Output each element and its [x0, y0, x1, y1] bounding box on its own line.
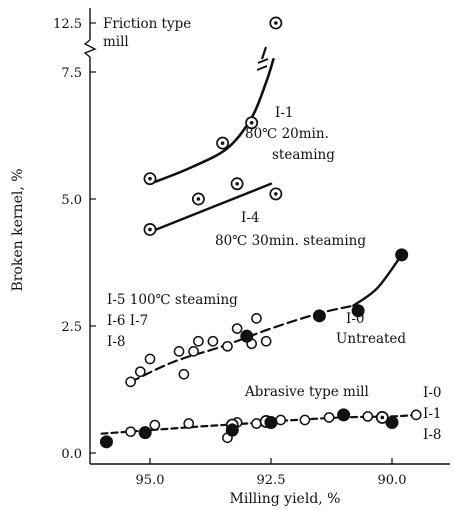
series-0-point-2-center [249, 121, 254, 125]
i0-label: I-0 [346, 311, 364, 327]
y-tick-label-1: 2.5 [61, 320, 82, 335]
series-2-point-4 [178, 368, 190, 380]
series-curve-3 [352, 253, 403, 307]
series-3-point-3 [395, 248, 409, 262]
series-4-solid-point-2 [225, 423, 239, 437]
x-tick-label-1: 92.5 [257, 473, 286, 488]
series-2-point-6 [193, 335, 204, 347]
series-3-point-2 [351, 304, 365, 318]
i1-label: I-1 [275, 105, 293, 121]
series-3-point-0 [240, 329, 254, 343]
series-curve-1 [148, 182, 273, 234]
series-4-open-point-0 [125, 426, 136, 438]
x-axis-title: Milling yield, % [230, 491, 341, 507]
friction-mill-label-line2: mill [103, 34, 129, 50]
series-4-solid-point-5 [385, 416, 399, 430]
y-tick-label-2: 5.0 [61, 193, 82, 208]
i4-label: I-4 [241, 210, 259, 226]
series-2-point-5 [188, 346, 199, 357]
y-tick-label-4: 12.5 [53, 17, 82, 32]
series-4-open-point-8 [323, 412, 335, 423]
series-2-point-3 [173, 346, 185, 357]
series-3-point-1 [312, 309, 326, 323]
series-0-point-0-center [148, 176, 152, 181]
x-tick-label-2: 90.0 [378, 473, 407, 488]
series-1-point-1-center [196, 197, 201, 201]
abrasive-i1-label: I-1 [423, 406, 441, 422]
series-4-solid-point-0 [99, 435, 113, 449]
series-4-solid-point-3 [264, 416, 278, 430]
series-1-point-3-center [274, 192, 278, 196]
series-4-open-point-1 [149, 419, 161, 431]
series-1-point-2-center [235, 181, 239, 186]
series-4-solid-point-4 [337, 408, 351, 422]
group-label-line2: I-6 I-7 [107, 313, 148, 329]
series-2-point-2 [144, 353, 156, 365]
curve-break-mark-2 [256, 65, 268, 71]
i1-condition-line1: 80℃ 20min. [245, 126, 329, 142]
abrasive-i8-label: I-8 [423, 427, 441, 443]
y-axis-break-mark [83, 39, 97, 58]
abrasive-i0-label: I-0 [423, 385, 441, 401]
y-tick-label-0: 0.0 [61, 447, 82, 462]
series-2-point-9 [231, 323, 243, 334]
series-4-solid-point-1 [138, 426, 152, 440]
tick-group: 0.0 2.5 5.0 7.5 12.5 95.0 92.5 90.0 [53, 17, 406, 488]
curve-break-stub [260, 46, 268, 60]
point-group [99, 16, 422, 449]
series-2-point-11 [251, 313, 262, 324]
series-4-open-point-5 [251, 418, 262, 429]
series-4-open-point-10 [410, 409, 422, 421]
group-label-line1: I-5 100℃ steaming [107, 292, 238, 308]
series-2-point-1 [134, 366, 146, 378]
i0-condition: Untreated [336, 331, 406, 347]
abrasive-mill-label: Abrasive type mill [244, 384, 369, 400]
i4-condition: 80℃ 30min. steaming [215, 233, 366, 249]
series-4-open-point-9 [362, 411, 374, 422]
friction-mill-label-line1: Friction type [103, 16, 191, 32]
series-2-point-12 [260, 335, 272, 347]
series-4-dotted-point-2-center [380, 415, 385, 420]
series-0-point-3-center [274, 21, 278, 25]
curve-break-mark-1 [257, 58, 269, 64]
series-2-point-0 [125, 376, 136, 388]
series-2-point-7 [207, 335, 219, 347]
series-2-point-8 [222, 340, 233, 352]
series-0-point-1-center [220, 141, 225, 145]
series-4-open-point-7 [299, 414, 311, 426]
series-1-point-0-center [148, 227, 152, 232]
x-tick-label-0: 95.0 [136, 473, 165, 488]
series-4-open-point-2 [183, 418, 195, 429]
y-axis-title: Broken kernel, % [10, 168, 26, 291]
i1-condition-line2: steaming [272, 147, 335, 163]
group-label-line3: I-8 [107, 334, 125, 350]
series-curve-0 [148, 58, 275, 186]
y-tick-label-3: 7.5 [61, 66, 82, 81]
